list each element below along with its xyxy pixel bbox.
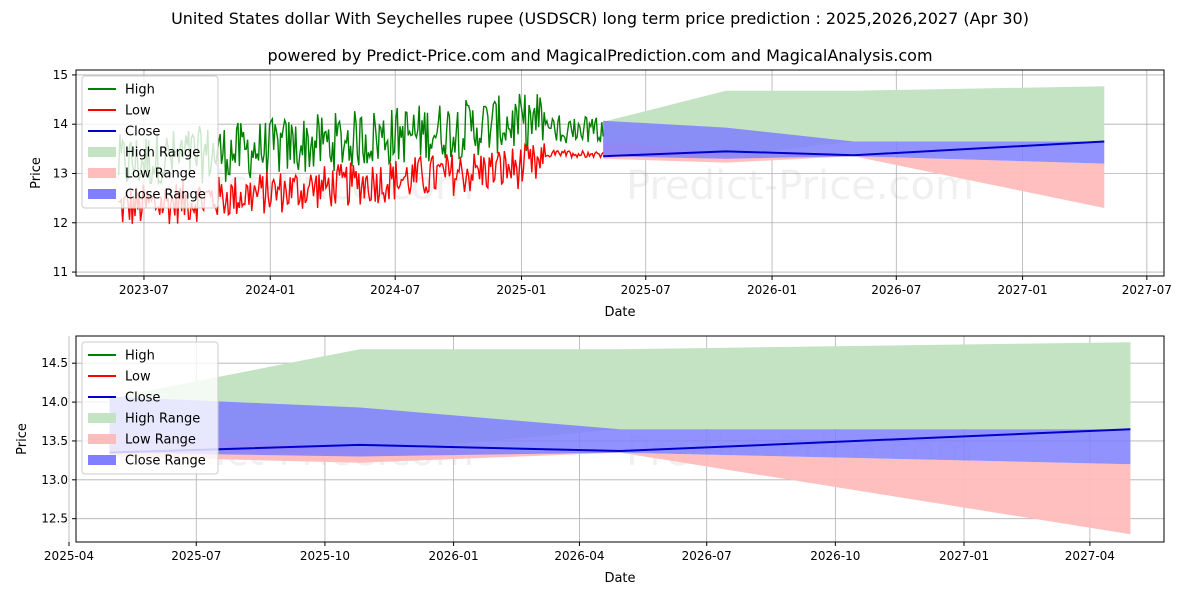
x-axis-label: Date (604, 571, 635, 586)
x-axis: 2025-04 2025-07 2025-10 2026-01 2026-04 2026-… (44, 542, 1115, 586)
x-tick-label: 2026-04 (554, 549, 604, 563)
legend-label: Close (125, 391, 160, 406)
y-tick-label: 15 (53, 68, 68, 82)
close-series-line (603, 140, 1105, 158)
legend-swatch-box (88, 434, 116, 444)
legend-swatch-box (88, 455, 116, 465)
x-tick-label: 2027-01 (998, 283, 1048, 297)
legend-swatch-box (88, 168, 116, 178)
legend-swatch-box (88, 189, 116, 199)
panel-1: Predict-Price.com Predict-Price.com2023-0… (29, 68, 1172, 320)
x-axis-label: Date (604, 305, 635, 320)
x-axis: 2023-07 2024-01 2024-07 2025-01 2025-07 2026-… (119, 276, 1172, 320)
y-axis-label: Price (15, 423, 30, 455)
x-tick-label: 2024-07 (370, 283, 420, 297)
x-tick-label: 2027-04 (1065, 549, 1115, 563)
legend-label: High (125, 349, 155, 364)
plot-area (117, 86, 1105, 225)
y-axis: 11 12 13 14 15 Price (29, 68, 76, 279)
legend-label: High Range (125, 412, 200, 427)
x-tick-label: 2027-01 (939, 549, 989, 563)
y-tick-label: 13.0 (41, 473, 68, 487)
x-tick-label: 2026-10 (810, 549, 860, 563)
legend-label: Low (125, 370, 151, 385)
y-tick-label: 14 (53, 117, 68, 131)
legend: High Low Close High Range Low Range Close Ran… (81, 75, 219, 209)
legend-label: Low Range (125, 167, 196, 182)
close-series-line (109, 428, 1131, 454)
x-tick-label: 2025-04 (44, 549, 94, 563)
y-tick-label: 14.0 (41, 395, 68, 409)
y-axis: 12.5 13.0 13.5 14.0 14.5 Price (15, 356, 76, 526)
x-tick-label: 2026-07 (871, 283, 921, 297)
x-tick-label: 2025-07 (171, 549, 221, 563)
chart-subtitle: powered by Predict-Price.com and Magical… (267, 46, 933, 65)
x-tick-label: 2025-07 (621, 283, 671, 297)
legend-label: Low (125, 104, 151, 119)
y-axis-label: Price (29, 157, 44, 189)
legend-label: High (125, 83, 155, 98)
legend-swatch-box (88, 147, 116, 157)
legend-label: Low Range (125, 433, 196, 448)
legend-label: Close Range (125, 454, 206, 469)
x-tick-label: 2023-07 (119, 283, 169, 297)
y-tick-label: 13.5 (41, 434, 68, 448)
x-tick-label: 2025-10 (300, 549, 350, 563)
x-tick-label: 2026-07 (682, 549, 732, 563)
x-tick-label: 2025-01 (496, 283, 546, 297)
legend-label: High Range (125, 146, 200, 161)
y-tick-label: 13 (53, 166, 68, 180)
legend-label: Close Range (125, 188, 206, 203)
x-tick-label: 2024-01 (245, 283, 295, 297)
legend: High Low Close High Range Low Range Close Ran… (81, 341, 219, 475)
legend-label: Close (125, 125, 160, 140)
watermark-text: Predict-Price.com (626, 163, 974, 209)
y-tick-label: 12 (53, 216, 68, 230)
plot-area (109, 342, 1131, 535)
panel-2: Predict-Price.comPredict-Price.com2025-0… (15, 335, 1165, 586)
axes-frame (75, 335, 1165, 543)
x-tick-label: 2026-01 (747, 283, 797, 297)
y-tick-label: 14.5 (41, 356, 68, 370)
close-range-area (603, 120, 1105, 164)
legend-swatch-box (88, 413, 116, 423)
y-tick-label: 11 (53, 265, 68, 279)
x-tick-label: 2026-01 (429, 549, 479, 563)
y-tick-label: 12.5 (41, 512, 68, 526)
close-range-area (109, 396, 1131, 465)
x-tick-label: 2027-07 (1122, 283, 1172, 297)
chart-title: United States dollar With Seychelles rup… (171, 9, 1029, 28)
